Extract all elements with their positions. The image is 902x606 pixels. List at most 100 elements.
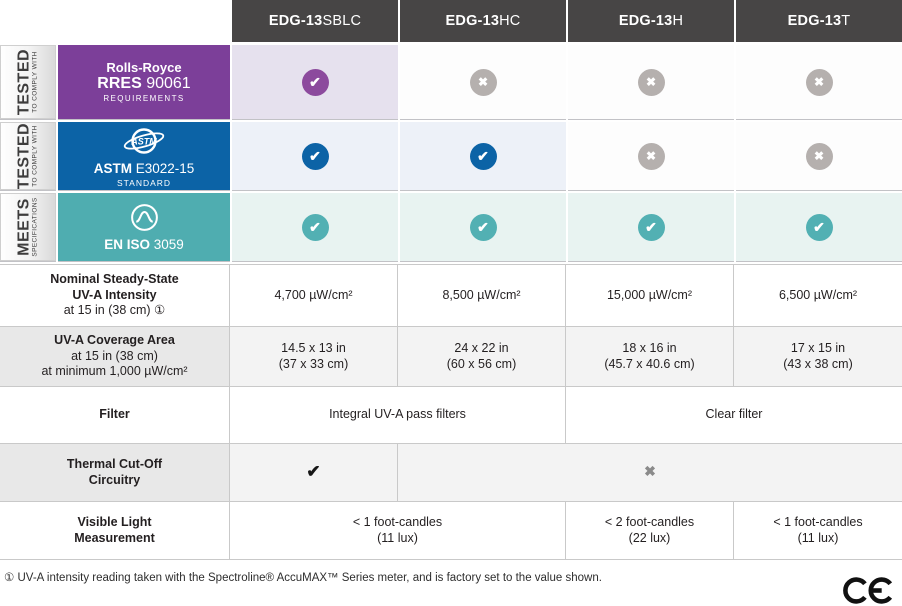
result-cell-sblc bbox=[232, 45, 398, 119]
rail-small-label: TO COMPLY WITH bbox=[31, 51, 39, 113]
coverage-size: 24 x 22 in bbox=[454, 341, 509, 355]
x-icon bbox=[469, 68, 497, 96]
rail-meets-specifications: MEETS SPECIFICATIONS bbox=[0, 193, 56, 261]
check-icon bbox=[469, 213, 497, 241]
product-prefix: EDG-13 bbox=[445, 13, 500, 29]
check-icon bbox=[301, 213, 329, 241]
column-header-edg13sblc: EDG-13 SBLC bbox=[232, 0, 398, 42]
column-header-edg13t: EDG-13 T bbox=[736, 0, 902, 42]
row-rolls-royce-rres: TESTED TO COMPLY WITH Rolls-Royce RRES 9… bbox=[0, 45, 902, 119]
result-cell-sblc bbox=[232, 122, 398, 190]
check-icon bbox=[301, 68, 329, 96]
result-cell-sblc bbox=[232, 193, 398, 261]
spec-title: Thermal Cut-Off bbox=[66, 457, 163, 471]
coverage-metric: (37 x 33 cm) bbox=[278, 356, 349, 371]
visible-size: < 2 foot-candles bbox=[604, 515, 695, 529]
spec-label-visible-light: Visible Light Measurement bbox=[0, 502, 230, 559]
visible-metric: (22 lux) bbox=[628, 530, 671, 545]
header-spacer bbox=[0, 0, 56, 42]
row-uva-intensity: Nominal Steady-State UV-A Intensity at 1… bbox=[0, 265, 902, 327]
filter-value-h-t: Clear filter bbox=[705, 407, 763, 422]
result-cell-h bbox=[568, 193, 734, 261]
product-suffix: SBLC bbox=[322, 13, 362, 29]
check-icon bbox=[301, 142, 329, 170]
spec-label-filter: Filter bbox=[0, 387, 230, 443]
check-icon bbox=[637, 213, 665, 241]
result-cell-t bbox=[736, 122, 902, 190]
result-cell-hc bbox=[400, 193, 566, 261]
check-icon bbox=[306, 464, 320, 482]
coverage-value-h: 18 x 16 in (45.7 x 40.6 cm) bbox=[566, 327, 734, 386]
result-cell-hc bbox=[400, 45, 566, 119]
column-header-edg13h: EDG-13 H bbox=[568, 0, 734, 42]
header-spacer bbox=[58, 0, 230, 42]
visible-size: < 1 foot-candles bbox=[352, 515, 443, 529]
row-filter: Filter Integral UV-A pass filters Clear … bbox=[0, 387, 902, 444]
table-header-row: EDG-13 SBLC EDG-13 HC EDG-13 H EDG-13 T bbox=[0, 0, 902, 42]
product-suffix: H bbox=[672, 13, 684, 29]
x-icon bbox=[805, 68, 833, 96]
x-icon bbox=[805, 142, 833, 170]
coverage-size: 17 x 15 in bbox=[790, 341, 846, 355]
coverage-value-hc: 24 x 22 in (60 x 56 cm) bbox=[398, 327, 566, 386]
badge-rest: 3059 bbox=[149, 236, 184, 252]
visible-value-h: < 2 foot-candles (22 lux) bbox=[566, 502, 734, 559]
row-astm-e3022: TESTED TO COMPLY WITH ASTM ASTM E3022-15… bbox=[0, 122, 902, 190]
badge-line1: Rolls-Royce bbox=[106, 60, 182, 75]
spec-subtitle: at 15 in (38 cm) ① bbox=[63, 303, 166, 318]
badge-bold: ASTM bbox=[93, 160, 132, 176]
en-iso-badge: EN ISO 3059 bbox=[58, 193, 230, 261]
product-prefix: EDG-13 bbox=[787, 13, 842, 29]
visible-metric: (11 lux) bbox=[377, 530, 418, 545]
coverage-size: 14.5 x 13 in bbox=[281, 341, 346, 355]
ce-mark-icon bbox=[843, 577, 893, 604]
intensity-value-hc: 8,500 µW/cm² bbox=[398, 265, 566, 326]
rolls-royce-badge: Rolls-Royce RRES 90061 REQUIREMENTS bbox=[58, 45, 230, 119]
rail-big-label: TESTED bbox=[15, 48, 33, 116]
thermal-value-hc-h-t bbox=[398, 444, 902, 501]
footnote-text: ① UV-A intensity reading taken with the … bbox=[4, 572, 602, 584]
spec-title: UV-A Coverage Area bbox=[54, 333, 175, 348]
visible-metric: (11 lux) bbox=[797, 530, 839, 545]
spec-title: Visible Light bbox=[77, 515, 152, 529]
badge-sub: REQUIREMENTS bbox=[103, 94, 185, 103]
coverage-metric: (45.7 x 40.6 cm) bbox=[604, 356, 695, 371]
spec-title: Circuitry bbox=[88, 472, 141, 487]
spec-label-thermal: Thermal Cut-Off Circuitry bbox=[0, 444, 230, 501]
product-prefix: EDG-13 bbox=[268, 13, 323, 29]
x-icon bbox=[644, 464, 656, 481]
visible-size: < 1 foot-candles bbox=[773, 515, 863, 529]
rail-small-label: TO COMPLY WITH bbox=[31, 125, 39, 187]
result-cell-h bbox=[568, 45, 734, 119]
badge-bold: EN ISO bbox=[104, 236, 150, 252]
intensity-value-sblc: 4,700 µW/cm² bbox=[230, 265, 398, 326]
row-en-iso-3059: MEETS SPECIFICATIONS EN ISO 3059 bbox=[0, 193, 902, 261]
coverage-value-t: 17 x 15 in (43 x 38 cm) bbox=[734, 327, 902, 386]
row-uva-coverage: UV-A Coverage Area at 15 in (38 cm) at m… bbox=[0, 327, 902, 387]
svg-text:ASTM: ASTM bbox=[130, 136, 157, 146]
coverage-metric: (43 x 38 cm) bbox=[783, 356, 853, 371]
badge-rest: 90061 bbox=[141, 75, 191, 92]
visible-value-t: < 1 foot-candles (11 lux) bbox=[734, 502, 902, 559]
spec-rows: Nominal Steady-State UV-A Intensity at 1… bbox=[0, 264, 902, 560]
rail-tested-to-comply: TESTED TO COMPLY WITH bbox=[0, 45, 56, 119]
filter-value-sblc-hc: Integral UV-A pass filters bbox=[230, 387, 566, 443]
result-cell-t bbox=[736, 45, 902, 119]
spec-title: Measurement bbox=[74, 530, 155, 545]
footer: ① UV-A intensity reading taken with the … bbox=[0, 560, 902, 606]
x-icon bbox=[637, 142, 665, 170]
result-cell-h bbox=[568, 122, 734, 190]
result-cell-hc bbox=[400, 122, 566, 190]
spec-subtitle: at minimum 1,000 µW/cm² bbox=[41, 364, 188, 379]
check-icon bbox=[469, 142, 497, 170]
badge-rest: E3022-15 bbox=[131, 160, 195, 176]
wave-circle-icon bbox=[130, 203, 158, 231]
spec-title: Filter bbox=[99, 407, 130, 422]
badge-sub: STANDARD bbox=[116, 177, 172, 188]
spec-subtitle: at 15 in (38 cm) bbox=[71, 348, 158, 363]
product-prefix: EDG-13 bbox=[618, 13, 673, 29]
row-visible-light: Visible Light Measurement < 1 foot-candl… bbox=[0, 502, 902, 560]
coverage-value-sblc: 14.5 x 13 in (37 x 33 cm) bbox=[230, 327, 398, 386]
result-cell-t bbox=[736, 193, 902, 261]
